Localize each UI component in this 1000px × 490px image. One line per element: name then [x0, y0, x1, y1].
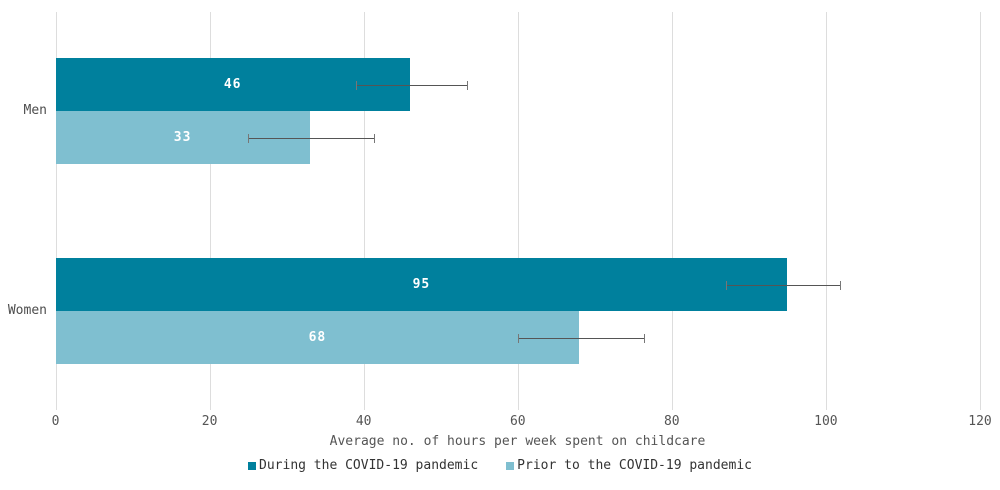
- x-tick-label-0: 0: [51, 414, 60, 429]
- gridline-x-100: [825, 12, 827, 410]
- legend: During the COVID-19 pandemic Prior to the…: [0, 458, 1000, 473]
- legend-label: During the COVID-19 pandemic: [259, 458, 479, 473]
- x-tick-label-120: 120: [968, 414, 992, 429]
- error-bar-men-prior-to-the-covid-19-pandemic: [248, 133, 376, 143]
- bar-women-prior-to-the-covid-19-pandemic[interactable]: 68: [55, 311, 580, 364]
- bar-women-during-the-covid-19-pandemic[interactable]: 95: [55, 258, 788, 311]
- error-bar-women-prior-to-the-covid-19-pandemic: [517, 333, 645, 343]
- gridline-x-0: [55, 12, 57, 410]
- error-bar-men-during-the-covid-19-pandemic: [356, 80, 468, 90]
- x-axis-title: Average no. of hours per week spent on c…: [329, 434, 706, 449]
- gridline-x-120: [980, 12, 981, 410]
- legend-swatch-icon: [248, 461, 257, 470]
- x-tick-label-80: 80: [663, 414, 680, 429]
- x-tick-label-60: 60: [509, 414, 526, 429]
- gridline-x-80: [671, 12, 673, 410]
- error-bar-women-during-the-covid-19-pandemic: [725, 280, 842, 290]
- bar-value-label: 95: [412, 277, 431, 292]
- category-label-men: Men: [23, 103, 47, 118]
- gridline-x-40: [363, 12, 365, 410]
- gridline-x-60: [517, 12, 519, 410]
- gridline-x-20: [209, 12, 211, 410]
- bar-men-during-the-covid-19-pandemic[interactable]: 46: [55, 58, 410, 111]
- bar-value-label: 68: [308, 330, 327, 345]
- legend-swatch-icon: [506, 461, 515, 470]
- x-tick-label-100: 100: [814, 414, 838, 429]
- bar-value-label: 46: [223, 77, 242, 92]
- legend-item-during-the-covid-19-pandemic[interactable]: During the COVID-19 pandemic: [248, 458, 478, 473]
- category-label-women: Women: [7, 303, 47, 318]
- bar-value-label: 33: [173, 130, 192, 145]
- legend-label: Prior to the COVID-19 pandemic: [517, 458, 752, 473]
- x-tick-label-20: 20: [201, 414, 218, 429]
- legend-item-prior-to-the-covid-19-pandemic[interactable]: Prior to the COVID-19 pandemic: [506, 458, 752, 473]
- x-tick-label-40: 40: [355, 414, 372, 429]
